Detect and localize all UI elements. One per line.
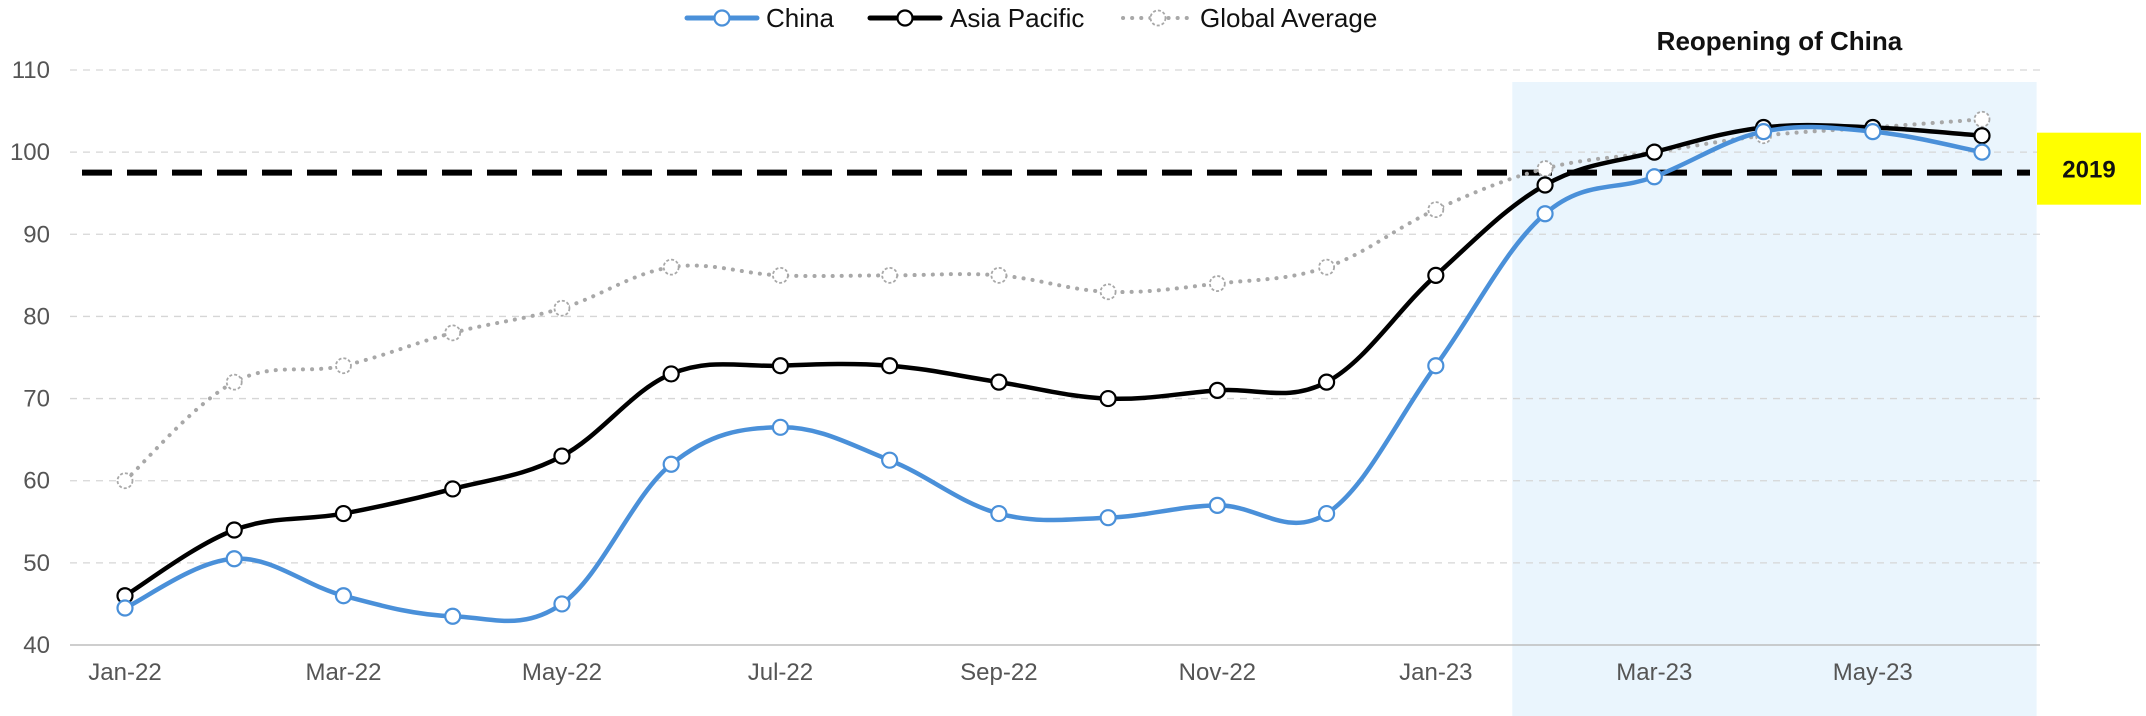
data-point-global-average-Jun-22 [662,258,680,276]
data-point-china-Apr-23 [1754,123,1773,141]
data-point-china-Mar-23 [1645,168,1663,186]
data-point-china-Oct-22 [1099,509,1117,527]
x-tick-label: Nov-22 [1179,659,1256,686]
gridlines-layer [70,69,2040,646]
reference-line-layer: 2019 [82,132,2141,205]
data-point-china-Jul-22 [771,418,790,436]
data-point-asia-pacific-Mar-22 [334,504,353,523]
axis-labels-layer: 40 50 60 70 80 90 100 110 Jan-22 Mar-22 May-22 Jul-… [10,57,1913,686]
legend-label-asia-pacific: Asia Pacific [950,3,1084,33]
y-tick-label: 90 [23,221,50,248]
data-point-china-Feb-22 [225,550,243,568]
data-point-china-Mar-22 [334,587,353,605]
data-point-global-average-Jun-23 [1973,110,1991,128]
y-tick-label: 80 [23,303,50,330]
legend-label-global-average: Global Average [1200,3,1377,33]
data-point-china-Jan-22 [116,599,134,617]
data-point-global-average-Jan-23 [1427,201,1445,219]
y-tick-label: 110 [12,57,50,84]
y-tick-label: 70 [23,386,50,413]
data-point-china-May-22 [553,595,571,613]
data-point-asia-pacific-Feb-22 [225,521,243,539]
data-point-china-Feb-23 [1536,205,1554,223]
data-point-global-average-Oct-22 [1099,283,1117,301]
legend-marker-china [713,9,731,27]
data-point-asia-pacific-Aug-22 [881,357,899,375]
data-point-global-average-Jan-22 [116,472,134,490]
y-tick-label: 60 [23,468,50,495]
data-point-china-Sep-22 [990,504,1008,523]
data-point-asia-pacific-Jan-23 [1427,266,1445,284]
y-tick-label: 50 [23,550,50,577]
data-point-global-average-Apr-22 [444,324,462,342]
data-point-asia-pacific-Oct-22 [1099,389,1117,408]
data-point-china-Nov-22 [1208,496,1226,514]
legend-item-global-average: Global Average [1121,3,1377,33]
reference-badge-label: 2019 [2062,157,2115,184]
legend-item-asia-pacific: Asia Pacific [867,3,1084,33]
data-point-asia-pacific-Jun-22 [662,365,680,383]
x-tick-label: Jan-23 [1399,659,1472,686]
data-point-china-Aug-22 [881,451,899,469]
y-tick-label: 40 [23,632,50,659]
data-point-china-Dec-22 [1317,504,1336,523]
data-point-asia-pacific-Apr-22 [444,480,462,498]
data-point-asia-pacific-Feb-23 [1536,176,1554,194]
data-point-china-Apr-22 [444,607,462,625]
data-point-asia-pacific-May-22 [553,447,571,465]
data-point-china-May-23 [1864,123,1882,141]
x-tick-label: Mar-23 [1616,659,1692,686]
data-point-global-average-Feb-23 [1536,160,1554,177]
x-tick-label: Jan-22 [88,659,161,686]
data-point-global-average-Jul-22 [772,266,789,284]
data-point-asia-pacific-Dec-22 [1317,373,1336,391]
data-point-asia-pacific-Nov-22 [1208,381,1226,399]
x-tick-label: Jul-22 [748,659,813,686]
x-tick-label: Sep-22 [960,659,1037,686]
legend-label-china: China [766,3,834,33]
data-point-global-average-Aug-22 [881,266,899,284]
data-point-global-average-May-22 [553,299,571,317]
data-point-china-Jan-23 [1427,357,1445,375]
data-point-global-average-Nov-22 [1208,275,1226,292]
series-layer [116,110,1991,625]
data-point-asia-pacific-Jun-23 [1973,127,1991,145]
data-point-asia-pacific-Sep-22 [990,373,1008,391]
legend-item-china: China [684,3,834,33]
legend: China Asia Pacific Global Average [684,3,1377,33]
data-point-china-Jun-23 [1973,143,1991,161]
data-point-china-Jun-22 [662,455,680,473]
data-point-asia-pacific-Jul-22 [771,357,790,375]
shaded-region-label: Reopening of China [1657,26,1903,56]
data-point-global-average-Feb-22 [225,373,243,391]
series-asia-pacific [116,118,1991,605]
x-tick-label: May-23 [1833,659,1913,686]
data-point-asia-pacific-Mar-23 [1645,143,1663,161]
reference-badge [2037,132,2141,205]
data-point-global-average-Sep-22 [990,266,1008,284]
y-tick-label: 100 [10,139,50,166]
legend-marker-asia-pacific [896,9,914,27]
x-tick-label: May-22 [522,659,602,686]
data-point-global-average-Dec-22 [1318,258,1335,276]
series-china [116,123,1991,625]
legend-marker-global-average [1149,9,1167,27]
x-tick-label: Mar-22 [305,659,381,686]
data-point-global-average-Mar-22 [335,357,352,375]
